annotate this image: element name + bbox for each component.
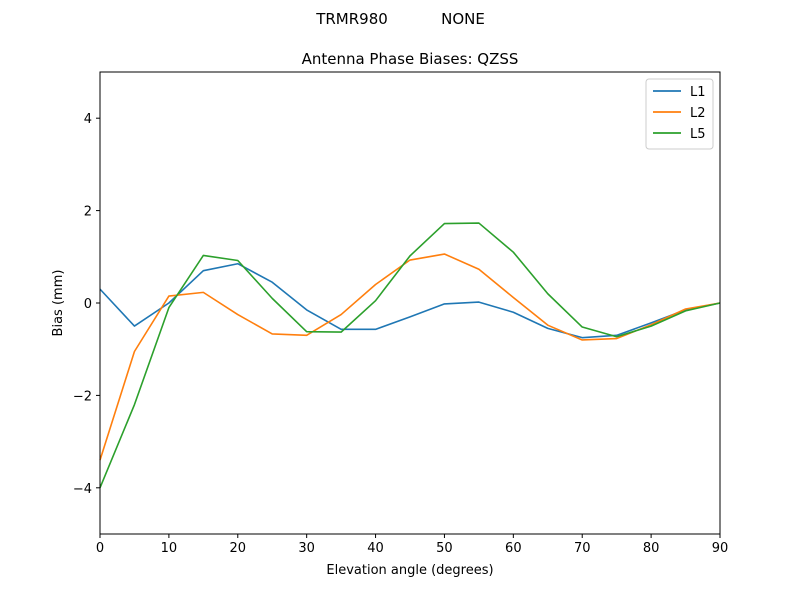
x-tick-label: 50 [436,541,453,556]
series-line-l2 [99,253,721,461]
x-axis-label: Elevation angle (degrees) [326,563,493,578]
series-layer [99,222,721,489]
legend-box [645,78,714,150]
y-tick-label: −2 [73,389,92,404]
suptitle-right: NONE [441,10,485,28]
y-tick-label: −4 [73,482,92,497]
legend: L1 L2 L5 [645,78,714,150]
axes-frame [99,71,721,535]
x-tick-label: 80 [643,541,660,556]
legend-label-l2: L2 [690,106,706,121]
legend-label-l5: L5 [690,127,706,142]
y-axis-ticks: −4 −2 0 2 4 [73,112,100,497]
series-line-l1 [99,262,721,339]
series-line-l5 [99,222,721,489]
x-tick-label: 10 [161,541,178,556]
y-tick-label: 0 [84,297,92,312]
legend-label-l1: L1 [690,85,706,100]
x-tick-label: 40 [367,541,384,556]
y-tick-label: 2 [84,205,92,220]
x-tick-label: 60 [505,541,522,556]
y-tick-label: 4 [84,112,92,127]
x-tick-label: 70 [574,541,591,556]
suptitle-left: TRMR980 [315,10,388,28]
x-tick-label: 0 [96,541,104,556]
plot-area [99,71,721,535]
x-tick-label: 90 [712,541,729,556]
y-axis-label: Bias (mm) [51,270,66,337]
x-axis-ticks: 0 10 20 30 40 50 60 70 80 90 [96,534,728,556]
x-tick-label: 20 [230,541,247,556]
chart-title: Antenna Phase Biases: QZSS [302,50,519,68]
x-tick-label: 30 [298,541,315,556]
